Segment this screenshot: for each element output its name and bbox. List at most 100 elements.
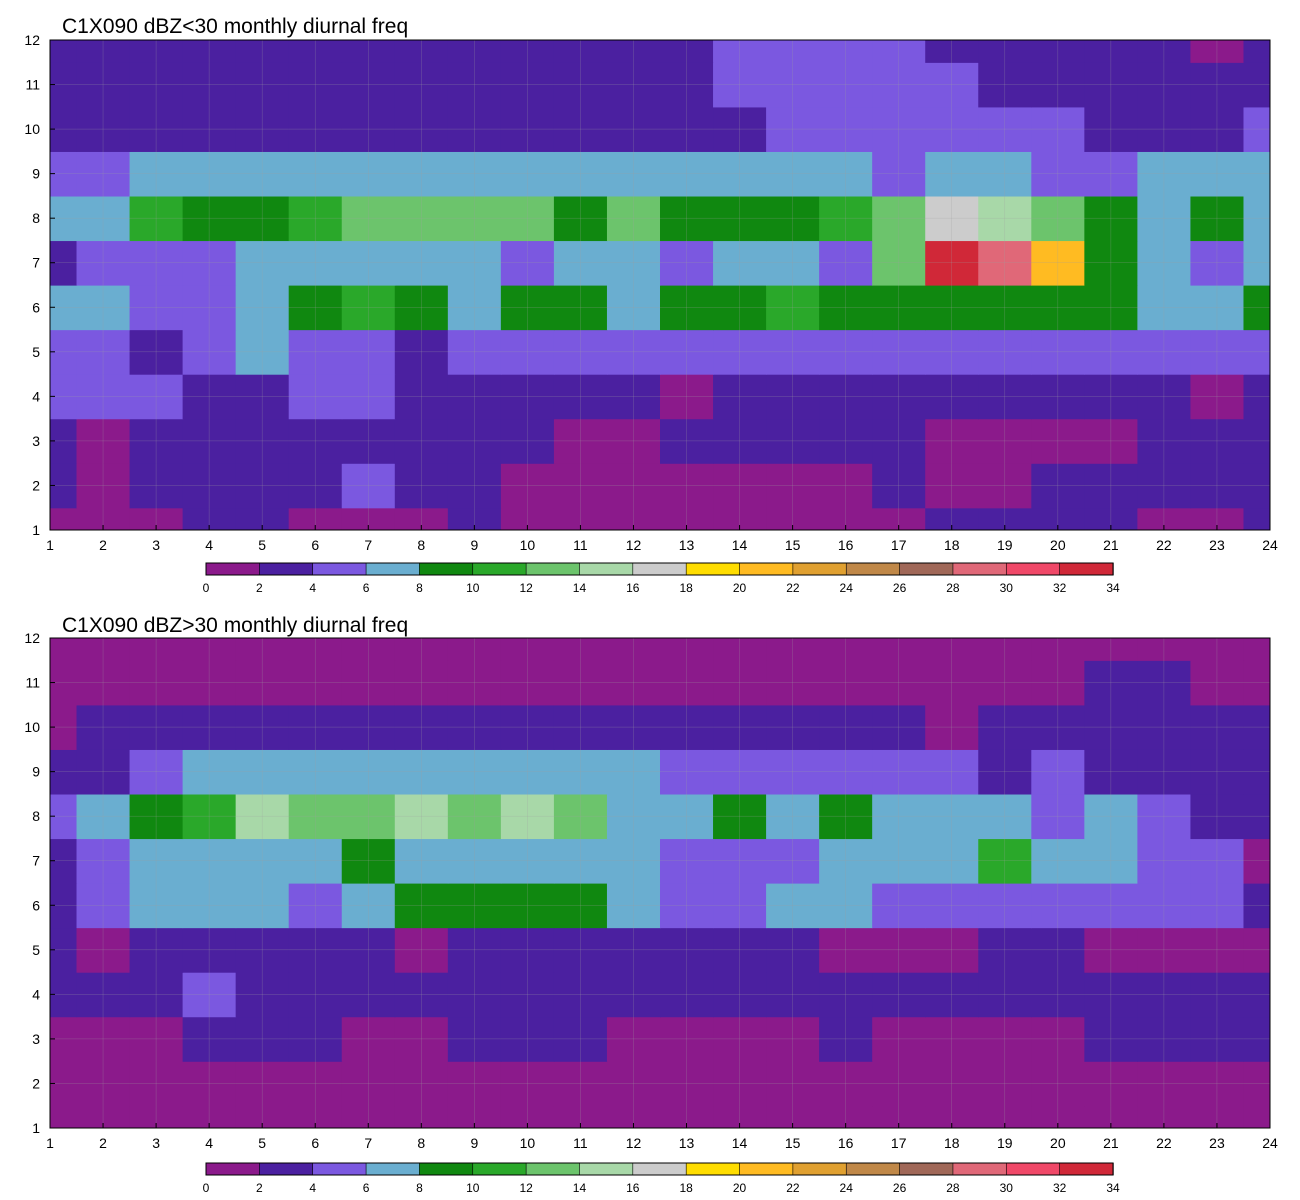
heatmap-cell	[1084, 838, 1138, 884]
heatmap-cell	[660, 62, 714, 108]
heatmap-cell	[447, 195, 502, 242]
heatmap-cell	[394, 151, 449, 197]
plot-frame	[49, 637, 1271, 1129]
heatmap-cell	[1084, 329, 1138, 375]
heatmap-cell	[288, 1016, 343, 1062]
heatmap-cell	[1084, 638, 1138, 661]
heatmap-cell	[500, 40, 555, 63]
heatmap-cell	[129, 1061, 184, 1107]
heatmap-cell	[553, 62, 608, 108]
x-tick-label: 9	[470, 537, 478, 553]
x-tick-label: 12	[626, 537, 642, 553]
heatmap-cell	[500, 507, 555, 530]
colorbar-swatch	[792, 1162, 847, 1176]
x-tick-label: 16	[838, 1135, 854, 1151]
heatmap-cell	[235, 507, 290, 530]
heatmap-cell	[341, 838, 396, 884]
heatmap-cell	[129, 1105, 184, 1128]
heatmap-cell	[713, 1061, 767, 1107]
heatmap-cell	[235, 838, 290, 884]
heatmap-cell	[500, 793, 555, 840]
heatmap-cell	[76, 1016, 131, 1062]
heatmap-cell	[129, 749, 184, 795]
heatmap-cell	[1243, 749, 1270, 795]
heatmap-cell	[978, 927, 1032, 973]
heatmap-cell	[76, 972, 131, 1018]
heatmap-cell	[819, 883, 873, 929]
heatmap-cell	[182, 463, 237, 509]
heatmap-cell	[1137, 40, 1192, 63]
heatmap-cell	[925, 838, 979, 884]
heatmap-cell	[288, 151, 343, 197]
heatmap-cell	[925, 793, 979, 840]
heatmap-cell	[925, 704, 979, 750]
heatmap-cell	[819, 40, 873, 63]
colorbar-tick-label: 16	[626, 581, 640, 595]
heatmap-cell	[1031, 463, 1085, 509]
heatmap-cell	[553, 285, 608, 331]
heatmap-cell	[766, 749, 820, 795]
heatmap-cell	[182, 62, 237, 108]
heatmap-cell	[394, 704, 449, 750]
colorbar-tick-label: 24	[840, 1181, 854, 1195]
heatmap-cell	[978, 418, 1032, 464]
heatmap-cell	[341, 1016, 396, 1062]
heatmap-cell	[129, 660, 184, 706]
heatmap-cell	[925, 463, 979, 509]
heatmap-cell	[1137, 704, 1192, 750]
heatmap-cell	[606, 1105, 661, 1128]
heatmap-cell	[606, 972, 661, 1018]
heatmap-cell	[341, 883, 396, 929]
colorbar-swatch	[365, 562, 421, 576]
heatmap-cell	[394, 463, 449, 509]
heatmap-cell	[819, 660, 873, 706]
heatmap-cell	[1243, 972, 1270, 1018]
heatmap-cell	[1190, 838, 1245, 884]
colorbar-tick-label: 14	[573, 581, 587, 595]
y-tick-label: 6	[32, 299, 40, 315]
heatmap-cell	[394, 927, 449, 973]
heatmap-cell	[447, 972, 502, 1018]
y-tick-label: 10	[24, 121, 40, 137]
heatmap-cell	[288, 285, 343, 331]
heatmap-cell	[341, 106, 396, 152]
heatmap-cell	[819, 793, 873, 840]
heatmap-cell	[1190, 972, 1245, 1018]
heatmap-cell	[606, 749, 661, 795]
heatmap-cell	[819, 463, 873, 509]
heatmap-cell	[447, 1061, 502, 1107]
heatmap-cell	[819, 418, 873, 464]
heatmap-cell	[288, 463, 343, 509]
heatmap-cell	[766, 927, 820, 973]
heatmap-cell	[235, 749, 290, 795]
heatmap-cell	[713, 704, 767, 750]
y-tick-label: 2	[32, 477, 40, 493]
heatmap-cell	[447, 418, 502, 464]
axes: 1 2 3 4 5 6 7 8 9 10 11 12 13 14 15 16 17 18 19 20 21 22 23 241…	[24, 32, 1278, 553]
grid	[50, 638, 1270, 1128]
heatmap-cell	[1137, 240, 1192, 286]
heatmap-cell	[606, 927, 661, 973]
heatmap-cell	[288, 1105, 343, 1128]
heatmap-cell	[1031, 106, 1085, 152]
heatmap-cell	[1190, 507, 1245, 530]
heatmap-cell	[660, 1016, 714, 1062]
colorbar-tick-label: 26	[893, 581, 907, 595]
colorbar-swatch	[579, 562, 634, 576]
heatmap-cell	[129, 418, 184, 464]
heatmap-cell	[288, 40, 343, 63]
heatmap-cell	[1137, 660, 1192, 706]
heatmap-cell	[766, 972, 820, 1018]
heatmap-cell	[129, 240, 184, 286]
colorbar-tick-label: 32	[1053, 1181, 1067, 1195]
colorbar-swatch	[205, 1162, 261, 1176]
heatmap-cell	[660, 285, 714, 331]
heatmap-cell	[1031, 883, 1085, 929]
y-tick-label: 12	[24, 32, 40, 48]
heatmap-cell	[553, 463, 608, 509]
heatmap-cell	[182, 1016, 237, 1062]
heatmap-cell	[1031, 972, 1085, 1018]
heatmap-cell	[76, 793, 131, 840]
heatmap-cell	[766, 1061, 820, 1107]
